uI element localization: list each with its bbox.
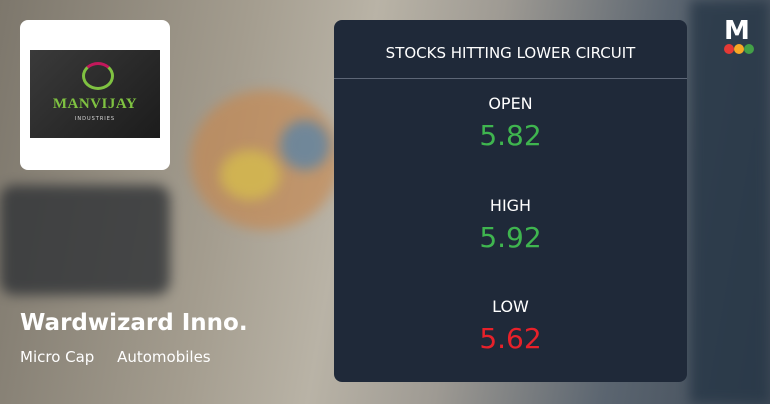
brand-dot [734, 44, 744, 54]
row-label: OPEN [488, 94, 533, 113]
price-panel: STOCKS HITTING LOWER CIRCUIT OPEN 5.82 H… [334, 20, 687, 382]
price-row: LOW 5.62 [334, 297, 687, 355]
background-screen [690, 0, 770, 404]
company-name: Wardwizard Inno. [20, 310, 248, 336]
logo-image: MANVIJAY INDUSTRIES [30, 50, 160, 138]
brand-dot [744, 44, 754, 54]
row-value: 5.62 [479, 322, 542, 355]
brand-letter: M [724, 16, 750, 46]
panel-title: STOCKS HITTING LOWER CIRCUIT [385, 44, 636, 62]
row-value: 5.92 [479, 221, 542, 254]
brand-logo: M [724, 16, 764, 56]
divider [334, 78, 687, 79]
logo-mark [82, 62, 114, 90]
logo-subtext: INDUSTRIES [74, 116, 116, 122]
price-row: OPEN 5.82 [334, 94, 687, 152]
tag: Automobiles [117, 348, 211, 366]
row-label: HIGH [489, 196, 532, 215]
company-tags: Micro Cap Automobiles [20, 348, 229, 366]
logo-text: MANVIJAY [52, 96, 138, 112]
row-value: 5.82 [479, 119, 542, 152]
tag: Micro Cap [20, 348, 95, 366]
price-row: HIGH 5.92 [334, 196, 687, 254]
background-blob [220, 150, 280, 200]
background-blob [280, 120, 330, 170]
background-phone [0, 185, 170, 295]
logo-card: MANVIJAY INDUSTRIES [20, 20, 170, 170]
row-label: LOW [492, 297, 529, 316]
brand-dot [724, 44, 734, 54]
